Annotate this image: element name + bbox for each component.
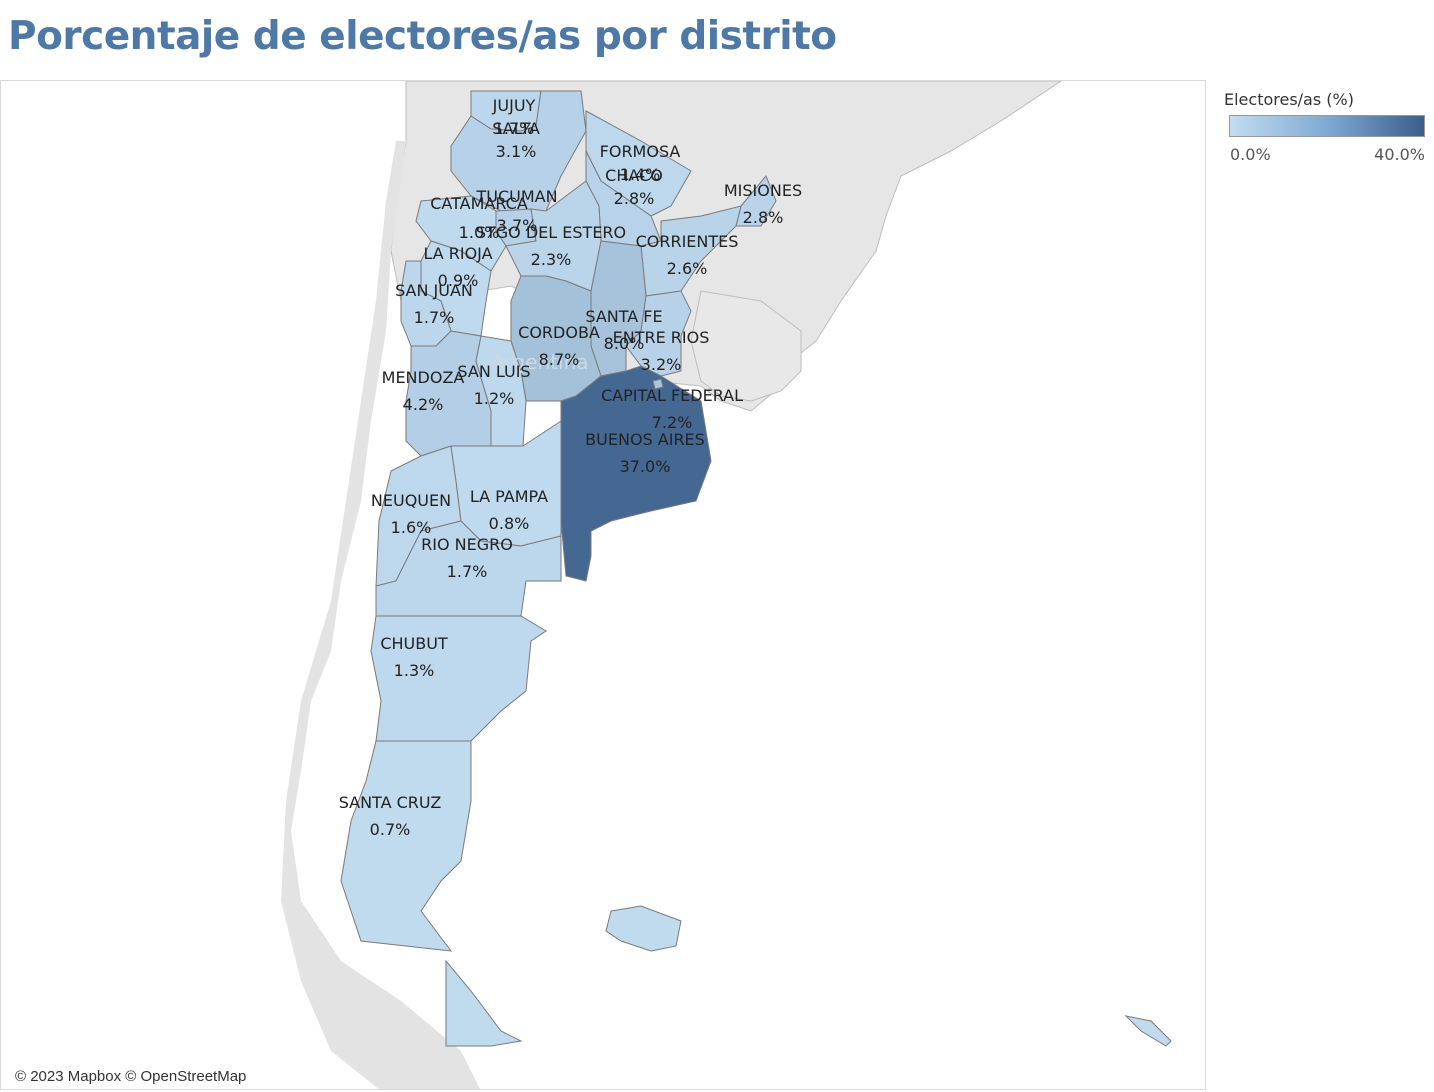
district-name-rio-negro: RIO NEGRO (421, 535, 513, 554)
district-tierradelfuego[interactable] (445, 959, 523, 1047)
district-value-san-juan: 1.7% (414, 308, 455, 327)
page-title: Porcentaje de electores/as por distrito (8, 14, 837, 59)
legend-labels: 0.0% 40.0% (1224, 145, 1429, 165)
district-polygons (340, 90, 1172, 1047)
district-value-rio-negro: 1.7% (447, 562, 488, 581)
district-value-jujuy: 1.7% (494, 119, 535, 138)
district-name-corrientes: CORRIENTES (636, 232, 739, 251)
district-name-chaco: CHACO (605, 166, 663, 185)
district-name-san-juan: SAN JUAN (395, 281, 473, 300)
district-value-mendoza: 4.2% (403, 395, 444, 414)
district-name-santa-fe: SANTA FE (585, 307, 662, 326)
district-value-chubut: 1.3% (394, 661, 435, 680)
legend-title: Electores/as (%) (1224, 90, 1354, 109)
district-catamarca[interactable] (415, 195, 507, 272)
district-entrerios[interactable] (625, 290, 692, 377)
district-value-tucuman: 3.7% (497, 216, 538, 235)
district-value-chaco: 2.8% (614, 189, 655, 208)
district-name-la-rioja: LA RIOJA (423, 244, 492, 263)
district-name-santa-cruz: SANTA CRUZ (339, 793, 442, 812)
district-name-jujuy: JUJUY (492, 96, 536, 115)
district-name-misiones: MISIONES (724, 181, 802, 200)
district-value-cordoba: 8.7% (539, 350, 580, 369)
district-value-buenos-aires: 37.0% (620, 457, 671, 476)
district-buenosaires[interactable] (560, 365, 712, 582)
district-value-la-pampa: 0.8% (489, 514, 530, 533)
color-legend: Electores/as (%) 0.0% 40.0% (1224, 90, 1429, 165)
district-value-capital-federal: 7.2% (652, 413, 693, 432)
legend-min-label: 0.0% (1230, 145, 1271, 164)
district-name-neuquen: NEUQUEN (371, 491, 451, 510)
district-value-catamarca: 1.0% (459, 223, 500, 242)
district-chubut[interactable] (370, 615, 547, 742)
district-name-salta: SALTA (492, 119, 540, 138)
georgias-island[interactable] (1124, 1015, 1172, 1047)
district-name-mendoza: MENDOZA (382, 368, 465, 387)
district-name-chubut: CHUBUT (380, 634, 448, 653)
district-name-buenos-aires: BUENOS AIRES (585, 430, 705, 449)
district-value-formosa: 1.4% (620, 165, 661, 184)
legend-max-label: 40.0% (1374, 145, 1425, 164)
islas-malvinas[interactable] (605, 905, 682, 952)
legend-gradient-bar (1229, 115, 1425, 137)
district-name-san-luis: SAN LUIS (457, 362, 530, 381)
district-value-corrientes: 2.6% (667, 259, 708, 278)
district-capital[interactable] (652, 378, 664, 390)
district-value-salta: 3.1% (496, 142, 537, 161)
uruguay-land (690, 290, 802, 402)
district-santacruz[interactable] (340, 740, 472, 952)
district-value-entre-rios: 3.2% (641, 355, 682, 374)
district-name-capital-federal: CAPITAL FEDERAL (601, 386, 743, 405)
district-value-stgo-del-estero: 2.3% (531, 250, 572, 269)
district-value-la-rioja: 0.9% (438, 271, 479, 290)
basemap-country-label: Argentina (491, 350, 589, 374)
district-name-la-pampa: LA PAMPA (470, 487, 548, 506)
map-view[interactable]: Argentina JUJUY 1.7% SALTA 3.1% FORMOSA 1.4% C… (0, 80, 1206, 1090)
district-value-neuquen: 1.6% (391, 518, 432, 537)
district-value-santa-fe: 8.0% (604, 334, 645, 353)
district-name-catamarca: CATAMARCA (430, 194, 528, 213)
map-attribution[interactable]: © 2023 Mapbox © OpenStreetMap (12, 1067, 250, 1086)
district-value-san-luis: 1.2% (474, 389, 515, 408)
district-corrientes[interactable] (640, 205, 742, 297)
district-value-misiones: 2.8% (743, 208, 784, 227)
district-name-formosa: FORMOSA (600, 142, 681, 161)
district-name-cordoba: CORDOBA (518, 323, 600, 342)
district-value-santa-cruz: 0.7% (370, 820, 411, 839)
district-salta[interactable] (450, 90, 587, 212)
district-name-tucuman: TUCUMAN (475, 187, 557, 206)
chile-coast-land (281, 141, 480, 1089)
district-name-entre-rios: ENTRE RIOS (613, 328, 710, 347)
district-name-stgo-del-estero: STGO DEL ESTERO (476, 223, 626, 242)
